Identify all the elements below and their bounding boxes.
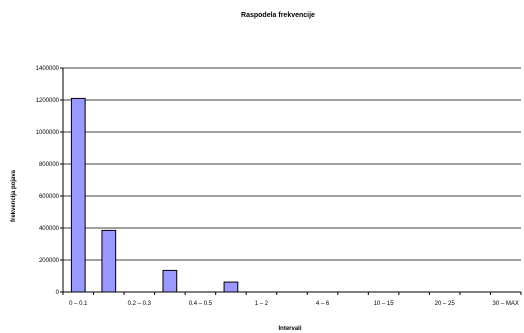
bar-4: [162, 269, 178, 293]
bar-6: [223, 281, 239, 293]
x-tick-label: 1 – 2: [255, 301, 269, 307]
y-tick-label: 1200000: [36, 98, 60, 104]
bars: [70, 97, 239, 293]
x-tick-label: 0.2 – 0.3: [128, 301, 152, 307]
x-axis-label: Intervali: [278, 326, 301, 332]
y-tick-labels: 0 200000 400000 600000 800000 1000000 1200000 1…: [36, 66, 60, 296]
y-tick-label: 600000: [39, 194, 60, 200]
x-tick-labels: 0 – 0.1 0.2 – 0.3 0.4 – 0.5 1 – 2 4 – 6 10 – …: [69, 301, 519, 307]
y-tick-label: 400000: [39, 226, 60, 232]
chart-title: Raspodela frekvencije: [241, 12, 315, 19]
x-tick-label: 0.4 – 0.5: [189, 301, 213, 307]
y-tick-label: 0: [56, 290, 60, 296]
y-tick-label: 200000: [39, 258, 60, 264]
y-axis-label: frekvencija pojava: [11, 169, 17, 222]
x-tick-label: 20 – 25: [435, 301, 456, 307]
x-tick-label: 30 – MAX: [493, 301, 519, 307]
axes: [60, 67, 522, 295]
gridlines: [63, 67, 521, 261]
y-tick-label: 1400000: [36, 66, 60, 72]
y-tick-label: 1000000: [36, 130, 60, 136]
x-tick-label: 10 – 15: [374, 301, 395, 307]
x-tick-label: 4 – 6: [316, 301, 330, 307]
bar-1: [70, 97, 86, 293]
bar-2: [101, 229, 117, 293]
x-tick-label: 0 – 0.1: [69, 301, 88, 307]
y-tick-label: 800000: [39, 162, 60, 168]
